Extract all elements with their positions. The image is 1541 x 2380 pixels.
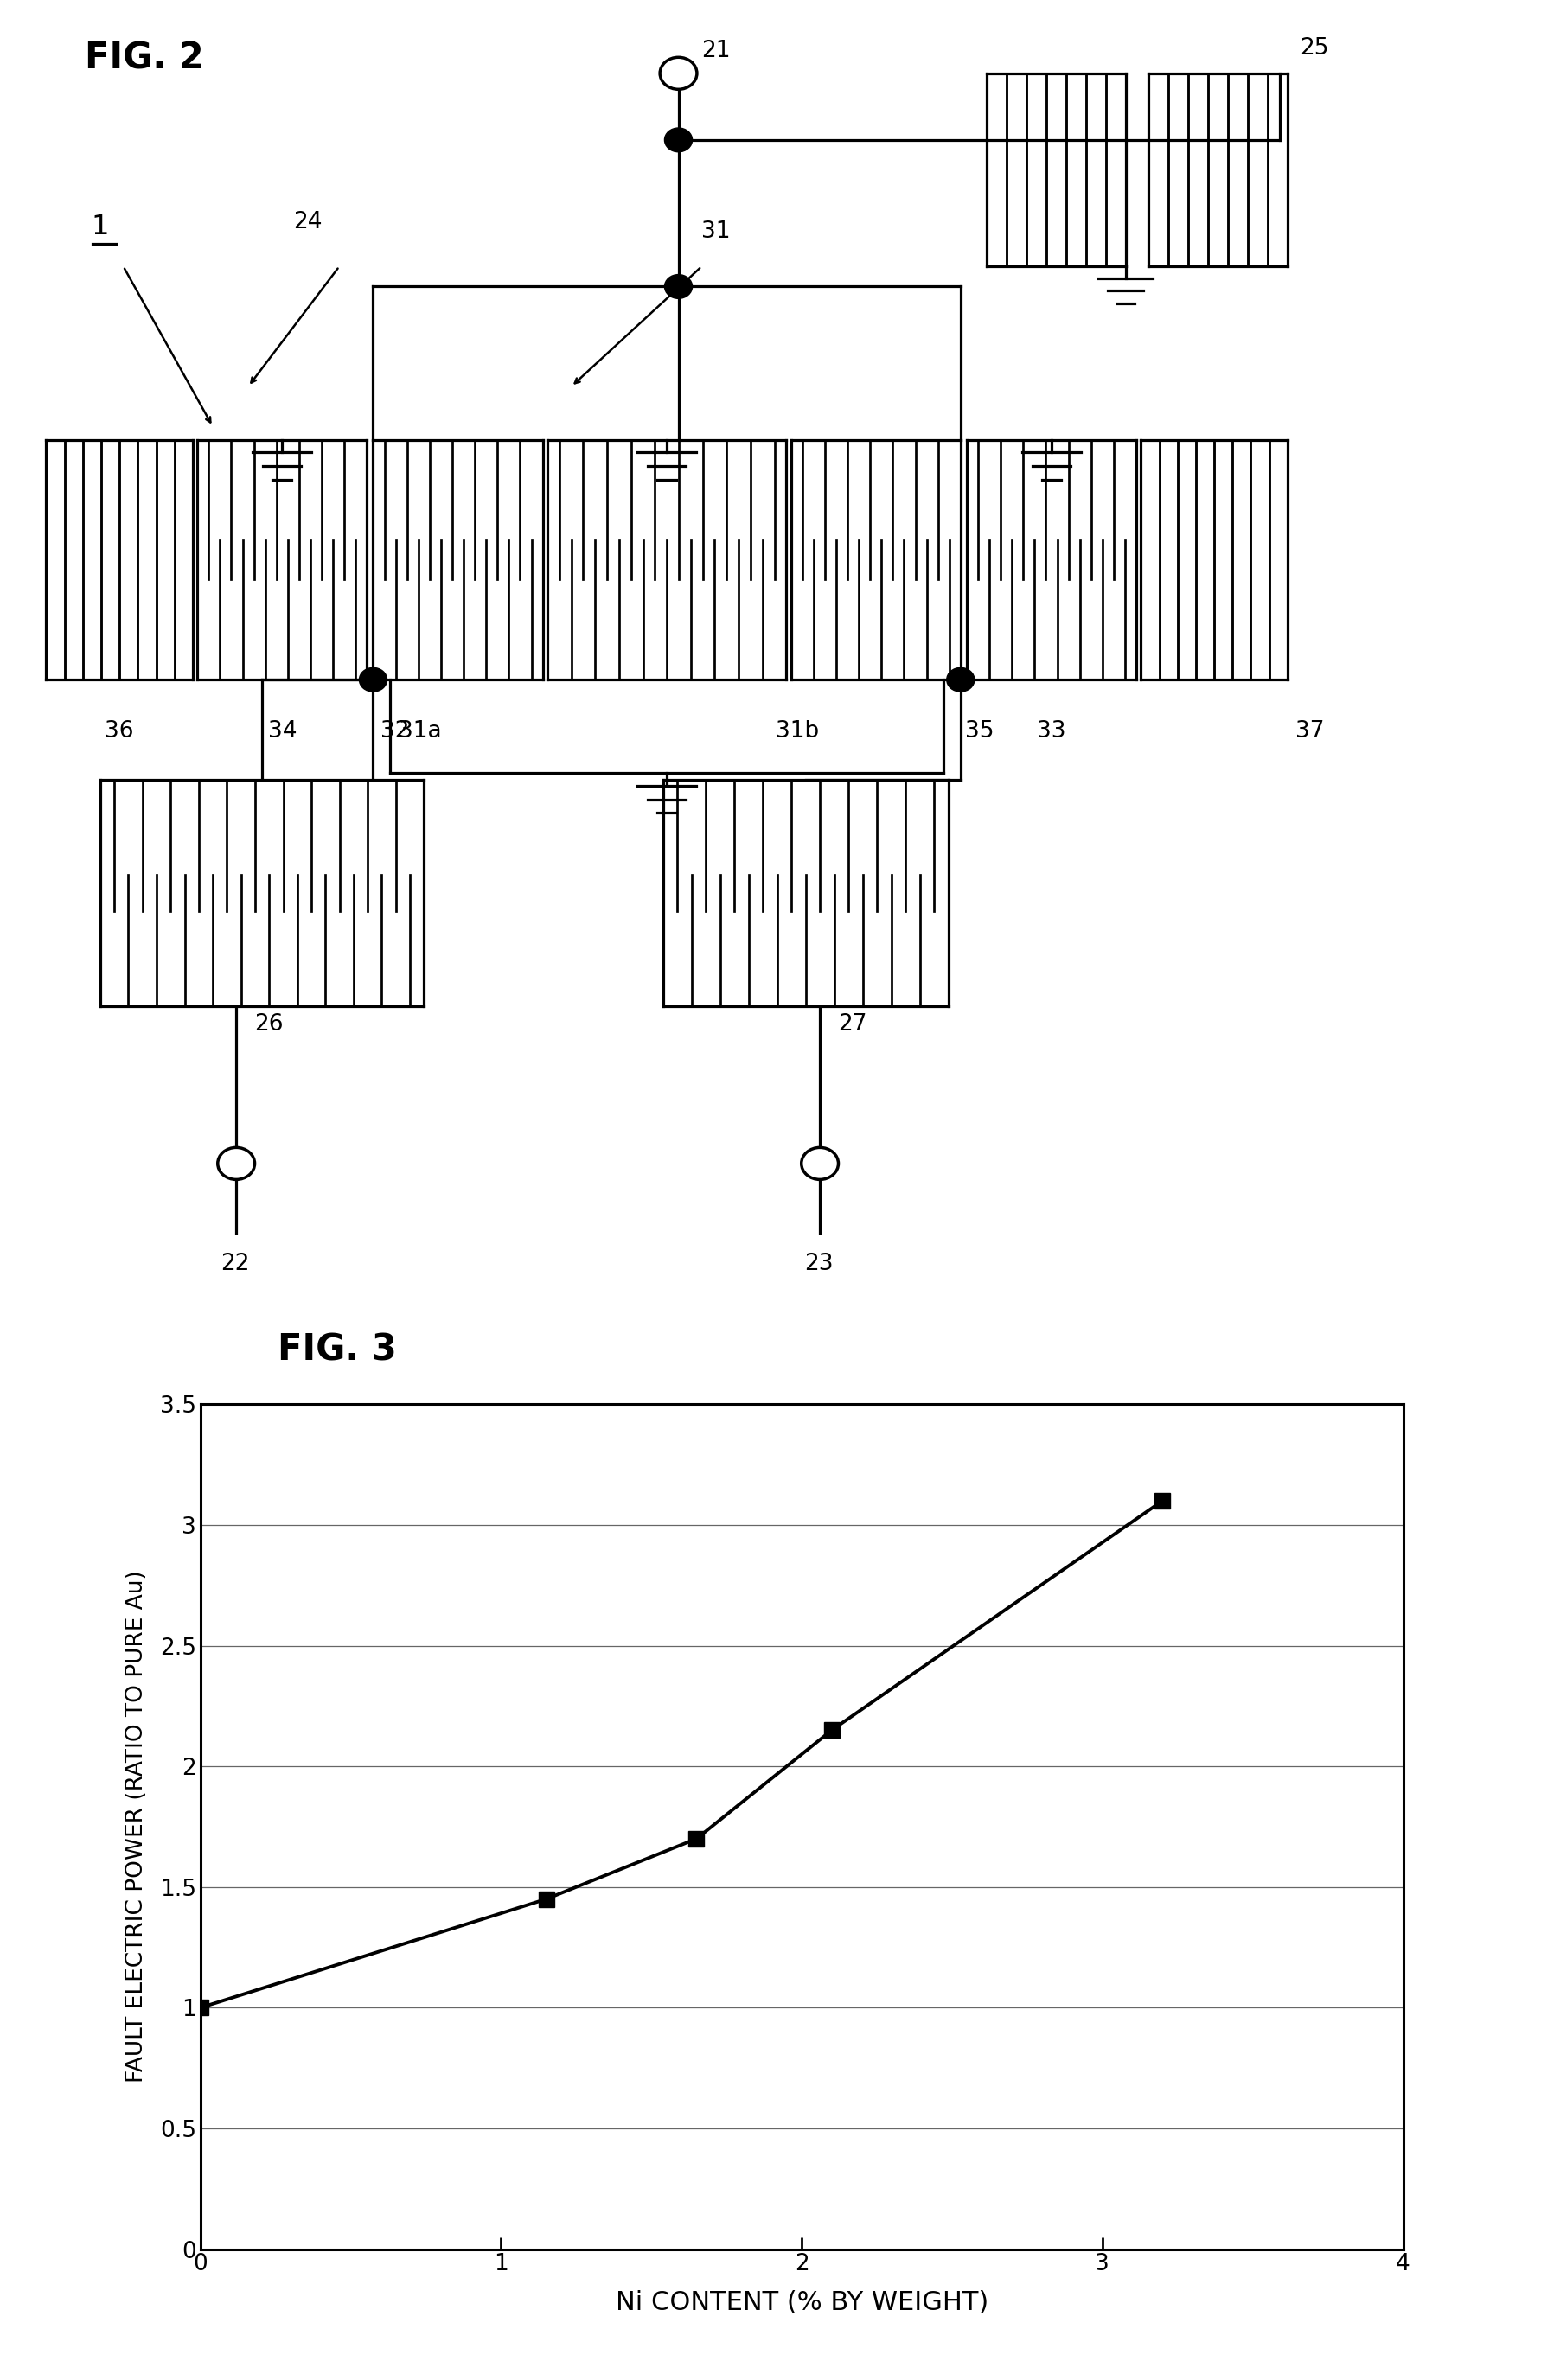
Text: 21: 21	[701, 40, 730, 62]
Text: 31a: 31a	[398, 719, 441, 743]
Y-axis label: FAULT ELECTRIC POWER (RATIO TO PURE Au): FAULT ELECTRIC POWER (RATIO TO PURE Au)	[125, 1571, 148, 2082]
Circle shape	[217, 1147, 254, 1180]
Text: 1: 1	[91, 214, 109, 240]
Text: 24: 24	[293, 212, 322, 233]
Text: 31b: 31b	[775, 719, 818, 743]
Text: FIG. 3: FIG. 3	[277, 1333, 396, 1368]
Circle shape	[660, 57, 697, 90]
Text: 32: 32	[381, 719, 410, 743]
Text: 36: 36	[105, 719, 134, 743]
Text: 35: 35	[965, 719, 994, 743]
Text: 25: 25	[1299, 38, 1328, 60]
Text: FIG. 2: FIG. 2	[85, 40, 203, 76]
Circle shape	[664, 274, 692, 298]
Text: 34: 34	[268, 719, 296, 743]
Text: 33: 33	[1037, 719, 1065, 743]
Text: 37: 37	[1294, 719, 1324, 743]
Text: 26: 26	[254, 1014, 284, 1035]
Text: 22: 22	[220, 1252, 250, 1276]
Text: 31: 31	[701, 219, 730, 243]
Circle shape	[801, 1147, 838, 1180]
Circle shape	[946, 669, 974, 693]
Circle shape	[359, 669, 387, 693]
Circle shape	[664, 129, 692, 152]
Text: 27: 27	[838, 1014, 868, 1035]
Text: 23: 23	[804, 1252, 834, 1276]
X-axis label: Ni CONTENT (% BY WEIGHT): Ni CONTENT (% BY WEIGHT)	[615, 2290, 988, 2316]
